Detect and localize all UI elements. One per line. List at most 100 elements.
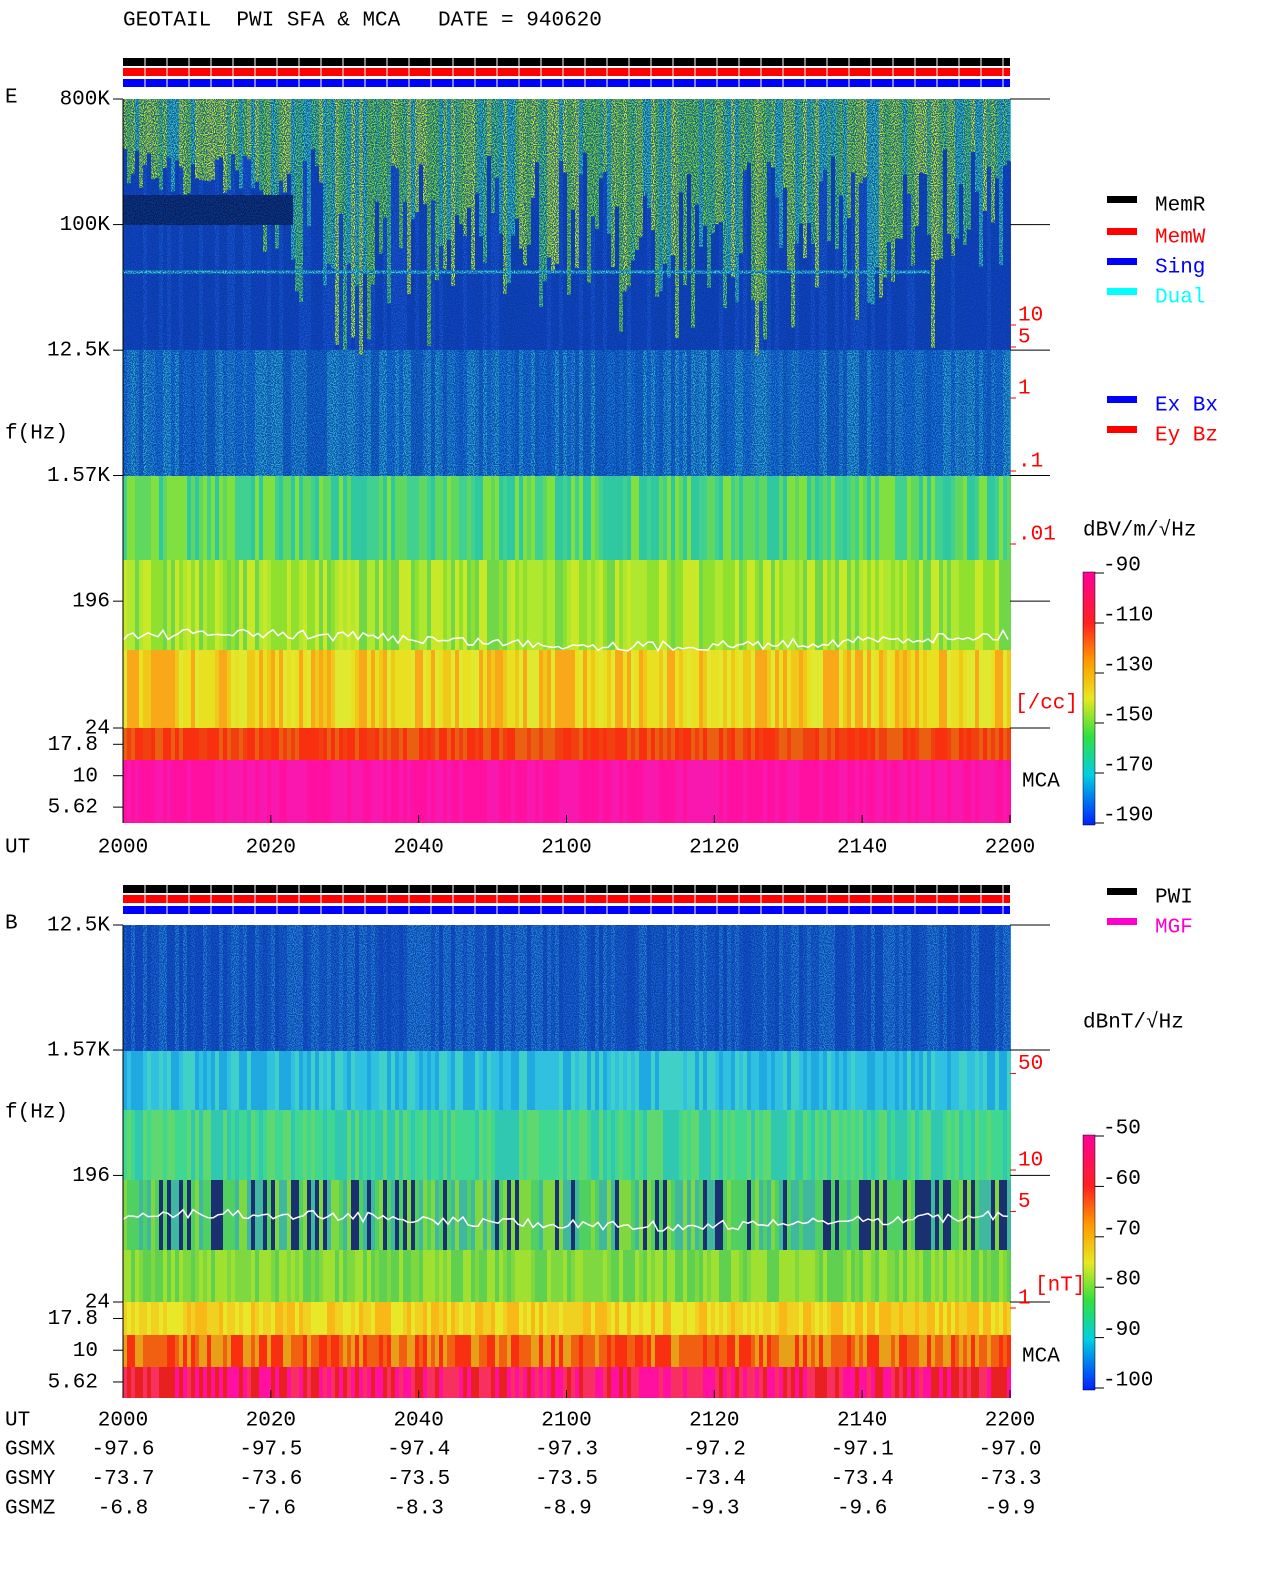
spectrogram-cell [719,1302,723,1335]
spectrogram-cell [815,1367,819,1398]
spectrogram-cell [243,1302,247,1335]
spectrogram-cell [215,1302,219,1335]
spectrogram-cell [555,1367,559,1398]
spectrogram-cell [475,1180,479,1250]
spectrogram-cell [531,760,535,823]
spectrogram-cell [379,1180,383,1250]
spectrogram-cell [855,1367,859,1398]
spectrogram-cell [975,1302,979,1335]
spectrogram-cell [135,1367,139,1398]
spectrogram-cell [687,1250,691,1302]
spectrogram-cell [935,728,939,760]
spectrogram-cell [183,728,187,760]
spectrogram-cell [551,1051,555,1110]
spectrogram-cell [671,1335,675,1367]
spectrogram-cell [323,728,327,760]
spectrogram-cell [327,1250,331,1302]
spectrogram-cell [347,476,351,560]
spectrogram-cell [187,1335,191,1367]
spectrogram-cell [135,1180,139,1250]
spectrogram-cell [639,1110,643,1180]
spectrogram-cell [239,1051,243,1110]
spectrogram-cell [239,560,243,650]
spectrogram-cell [883,760,887,823]
spectrogram-cell [567,1335,571,1367]
spectrogram-cell [439,1367,443,1398]
spectrogram-cell [179,1180,183,1250]
spectrogram-cell [787,560,791,650]
spectrogram-cell [195,650,199,728]
spectrogram-cell [519,650,523,728]
spectrogram-cell [839,1302,843,1335]
spectrogram-cell [439,1110,443,1180]
spectrogram-cell [663,1110,667,1180]
spectrogram-cell [799,760,803,823]
spectrogram-cell [983,760,987,823]
spectrogram-cell [355,1110,359,1180]
spectrogram-cell [203,1302,207,1335]
spectrogram-cell [995,760,999,823]
spectrogram-cell [471,1110,475,1180]
spectrogram-cell [387,1180,391,1250]
spectrogram-cell [999,760,1003,823]
spectrogram-cell [863,1180,867,1250]
spectrogram-cell [327,760,331,823]
spectrogram-cell [311,1180,315,1250]
spectrogram-cell [539,476,543,560]
spectrogram-cell [643,1302,647,1335]
spectrogram-cell [671,1250,675,1302]
spectrogram-cell [811,1367,815,1398]
spectrogram-cell [387,1110,391,1180]
spectrogram-cell [787,1110,791,1180]
spectrogram-cell [399,1051,403,1110]
spectrogram-cell [839,1367,843,1398]
spectrogram-cell [647,560,651,650]
spectrogram-cell [583,1180,587,1250]
spectrogram-cell [267,1051,271,1110]
spectrogram-cell [487,1250,491,1302]
spectrogram-cell [879,760,883,823]
spectrogram-cell [787,1250,791,1302]
spectrogram-cell [623,1367,627,1398]
spectrogram-cell [243,1180,247,1250]
spectrogram-cell [575,1180,579,1250]
spectrogram-cell [391,1110,395,1180]
ephemeris-value: -73.4 [831,1468,894,1491]
spectrogram-cell [179,1367,183,1398]
spectrogram-cell [647,1367,651,1398]
legend-label: Ey Bz [1155,425,1218,448]
spectrogram-cell [907,728,911,760]
spectrogram-cell [727,1302,731,1335]
spectrogram-cell [231,560,235,650]
spectrogram-cell [323,650,327,728]
spectrogram-cell [219,1302,223,1335]
spectrogram-cell [563,1110,567,1180]
spectrogram-cell [819,1250,823,1302]
spectrogram-cell [567,1302,571,1335]
spectrogram-cell [583,728,587,760]
spectrogram-cell [651,728,655,760]
spectrogram-cell [223,1302,227,1335]
spectrogram-cell [491,650,495,728]
spectrogram-cell [787,1051,791,1110]
spectrogram-cell [731,1051,735,1110]
legend-swatch [1107,228,1137,235]
spectrogram-cell [723,1302,727,1335]
spectrogram-cell [851,1335,855,1367]
spectrogram-cell [619,728,623,760]
spectrogram-cell [335,1180,339,1250]
spectrogram-cell [227,1110,231,1180]
spectrogram-cell [719,1335,723,1367]
spectrogram-cell [975,728,979,760]
spectrogram-cell [367,1180,371,1250]
spectrogram-cell [995,560,999,650]
spectrogram-cell [583,1302,587,1335]
spectrogram-cell [715,560,719,650]
spectrogram-cell [651,476,655,560]
spectrogram-cell [267,1302,271,1335]
spectrogram-cell [943,1367,947,1398]
spectrogram-cell [987,1051,991,1110]
spectrogram-cell [747,1302,751,1335]
spectrogram-cell [523,650,527,728]
spectrogram-cell [451,1051,455,1110]
